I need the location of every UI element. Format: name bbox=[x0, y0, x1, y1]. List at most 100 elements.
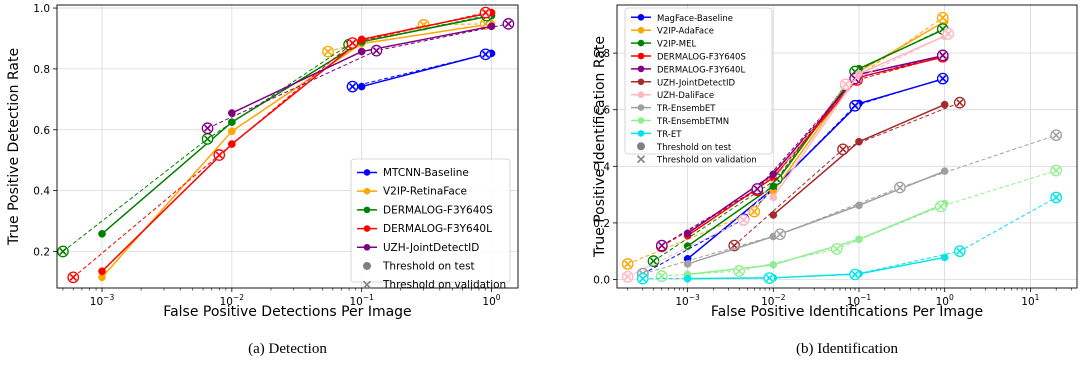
test-point bbox=[683, 242, 692, 250]
legend-marker bbox=[637, 13, 645, 21]
legend-marker bbox=[363, 225, 371, 232]
legend-label: TR-EnsembET bbox=[656, 104, 716, 114]
legend-marker-test bbox=[363, 261, 371, 270]
validation-point bbox=[479, 48, 492, 61]
y-tick-label: 0.4 bbox=[33, 186, 50, 198]
test-point bbox=[357, 47, 366, 56]
legend-marker bbox=[637, 39, 645, 47]
y-tick-label: 1.0 bbox=[33, 3, 50, 15]
series-tr-ensembetmn bbox=[655, 164, 1063, 282]
legend-item: UZH-JointDetectID bbox=[357, 242, 479, 254]
validation-marker-x bbox=[937, 202, 945, 211]
legend-label: Threshold on validation bbox=[382, 279, 506, 291]
validation-point bbox=[655, 239, 668, 252]
validation-marker-x bbox=[851, 102, 859, 110]
validation-marker-x bbox=[658, 272, 666, 280]
validation-marker-x bbox=[956, 99, 964, 107]
test-point bbox=[227, 140, 236, 148]
test-point bbox=[769, 193, 778, 202]
validation-point bbox=[839, 78, 852, 91]
validation-marker-x bbox=[504, 20, 512, 28]
legend-item: DERMALOG-F3Y640L bbox=[631, 65, 745, 75]
legend-item: MagFace-Baseline bbox=[631, 14, 733, 24]
legend-label: UZH-JointDetectID bbox=[657, 78, 735, 88]
validation-marker-x bbox=[481, 50, 490, 58]
legend: MagFace-Baseline V2IP-AdaFace V2IP-MEL DERM… bbox=[624, 7, 773, 166]
series-tr-et bbox=[636, 191, 1063, 285]
validation-marker-x bbox=[372, 47, 381, 55]
legend-label: V2IP-MEL bbox=[657, 40, 696, 50]
legend-item: Threshold on validation bbox=[362, 279, 506, 291]
validation-line bbox=[642, 134, 1057, 275]
y-tick-label: 0.2 bbox=[593, 218, 610, 230]
validation-point bbox=[849, 99, 861, 112]
validation-point bbox=[1050, 164, 1063, 177]
legend-marker bbox=[637, 52, 645, 60]
validation-point bbox=[953, 96, 966, 109]
validation-marker-x bbox=[203, 135, 212, 143]
validation-point bbox=[936, 72, 949, 85]
legend-item: TR-EnsembET bbox=[631, 104, 716, 114]
legend-marker bbox=[637, 78, 645, 86]
test-point bbox=[357, 82, 366, 91]
y-tick-label: 0.6 bbox=[33, 125, 50, 137]
validation-point bbox=[837, 143, 849, 156]
test-line bbox=[361, 52, 492, 88]
validation-marker-x bbox=[735, 267, 743, 275]
x-tick-label: 10−1 bbox=[847, 293, 872, 308]
y-tick-label: 0.6 bbox=[593, 105, 610, 117]
validation-point bbox=[213, 149, 226, 161]
plot-frame bbox=[616, 4, 1078, 289]
series-dermalog-f3y640l bbox=[67, 6, 496, 284]
legend-marker bbox=[637, 104, 645, 111]
legend-item: Threshold on test bbox=[363, 260, 475, 272]
legend-label: MTCNN-Baseline bbox=[383, 167, 469, 179]
validation-marker-x bbox=[939, 25, 947, 33]
test-point bbox=[227, 109, 236, 117]
validation-marker-x bbox=[896, 183, 904, 192]
validation-marker-x bbox=[765, 274, 773, 282]
validation-point bbox=[953, 245, 966, 258]
x-tick-label: 100 bbox=[482, 293, 500, 308]
validation-point bbox=[67, 271, 80, 284]
validation-point bbox=[774, 228, 786, 241]
test-point bbox=[357, 35, 366, 44]
test-line bbox=[101, 11, 492, 272]
test-point bbox=[769, 170, 778, 179]
series-mtcnn-baseline bbox=[346, 48, 496, 93]
legend-item: UZH-JointDetectID bbox=[631, 78, 735, 88]
test-point bbox=[940, 253, 949, 262]
test-point bbox=[227, 127, 236, 136]
x-tick-label: 10−2 bbox=[761, 293, 786, 308]
validation-marker-x bbox=[215, 151, 223, 159]
validation-line bbox=[661, 54, 943, 246]
test-point bbox=[683, 260, 692, 268]
validation-marker-x bbox=[324, 47, 332, 56]
x-axis-title: False Positive Detections Per Image bbox=[163, 304, 411, 320]
validation-marker-x bbox=[639, 275, 647, 283]
legend-marker bbox=[637, 26, 645, 34]
legend-marker bbox=[363, 169, 371, 176]
y-axis-title: True Positive Detection Rate bbox=[6, 48, 22, 246]
legend-marker bbox=[637, 130, 645, 137]
validation-point bbox=[1050, 129, 1063, 142]
validation-marker-x bbox=[842, 80, 850, 88]
validation-point bbox=[346, 37, 359, 49]
validation-marker-x bbox=[956, 247, 964, 255]
validation-marker-x bbox=[939, 51, 947, 59]
legend-marker bbox=[363, 206, 371, 214]
validation-point bbox=[346, 80, 359, 93]
legend-marker bbox=[637, 117, 645, 124]
legend-item: UZH-DaliFace bbox=[631, 91, 714, 101]
y-tick-label: 0.8 bbox=[33, 64, 50, 76]
legend-label: UZH-JointDetectID bbox=[383, 242, 479, 254]
validation-point bbox=[201, 133, 214, 145]
legend-label: TR-ET bbox=[656, 130, 682, 140]
legend-box bbox=[624, 7, 773, 155]
x-tick-label: 10−3 bbox=[90, 293, 115, 308]
legend-label: TR-EnsembETMN bbox=[656, 117, 729, 127]
validation-point bbox=[479, 6, 492, 19]
validation-point bbox=[57, 245, 69, 258]
test-line bbox=[687, 56, 945, 237]
legend-label: UZH-DaliFace bbox=[657, 91, 714, 101]
